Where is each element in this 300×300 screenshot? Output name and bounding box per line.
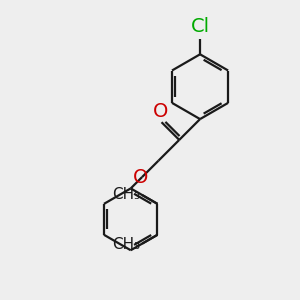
Text: O: O [133,168,148,187]
Text: CH₃: CH₃ [112,237,140,252]
Text: CH₃: CH₃ [112,187,140,202]
Text: Cl: Cl [190,17,210,36]
Text: O: O [152,102,168,121]
